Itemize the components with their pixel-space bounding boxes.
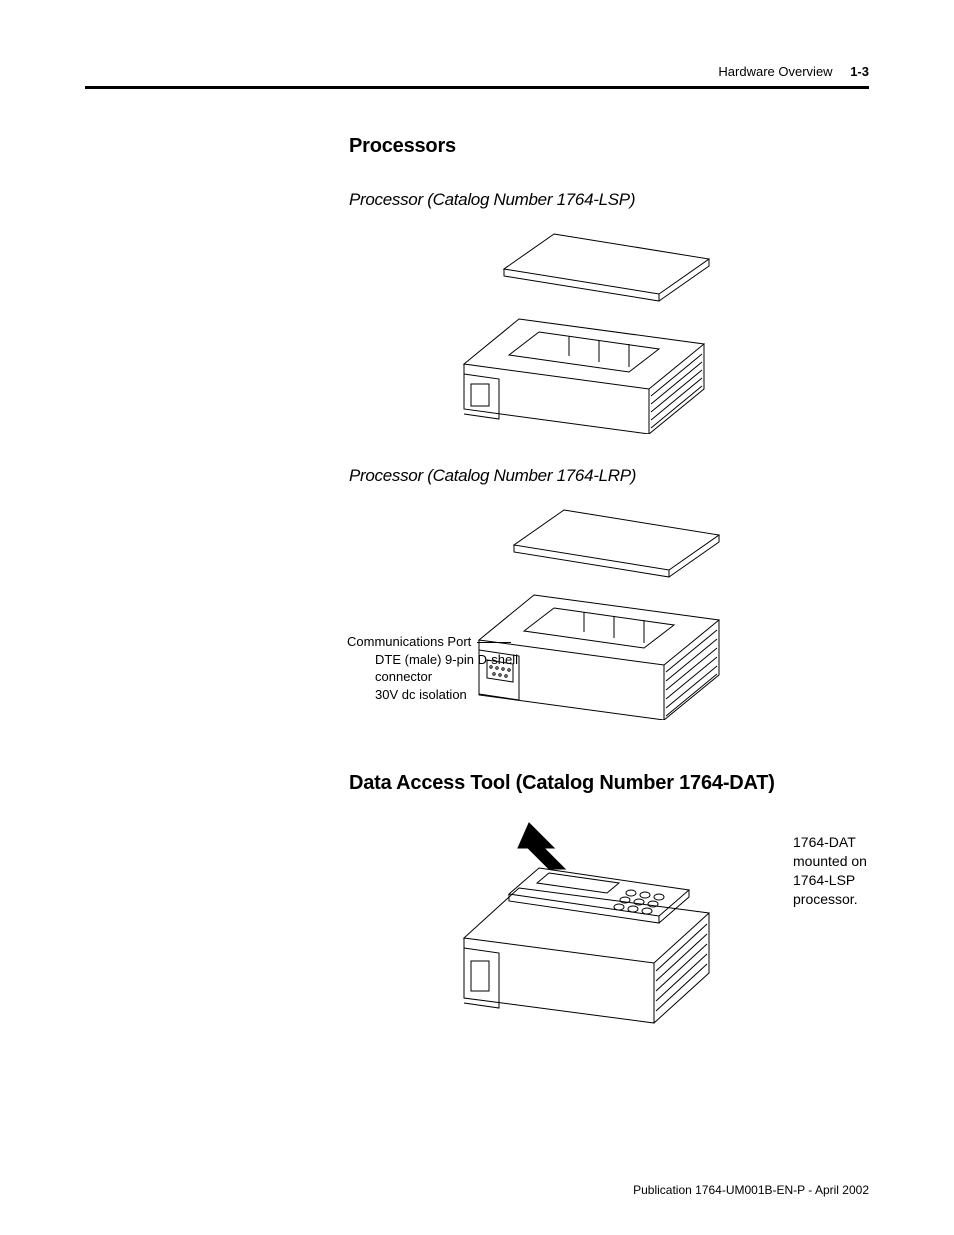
header-section: Hardware Overview	[718, 64, 832, 79]
processors-heading: Processors	[349, 135, 879, 158]
dat-side-caption: 1764-DAT mounted on 1764-LSP processor.	[793, 833, 893, 909]
footer-publication: Publication 1764-UM001B-EN-P - April 200…	[633, 1183, 869, 1197]
dat-cap-2: mounted on	[793, 853, 867, 869]
dat-cap-4: processor.	[793, 891, 858, 907]
annot-isolation: 30V dc isolation	[347, 686, 518, 704]
header-page-number: 1-3	[850, 64, 869, 79]
header-rule	[85, 86, 869, 89]
lrp-caption: Processor (Catalog Number 1764-LRP)	[349, 466, 879, 486]
annot-dte-2: connector	[347, 668, 518, 686]
lsp-diagram	[459, 224, 759, 434]
dat-cap-1: 1764-DAT	[793, 834, 856, 850]
lsp-caption: Processor (Catalog Number 1764-LSP)	[349, 190, 879, 210]
figure-1764-dat: 1764-DAT mounted on 1764-LSP processor.	[349, 813, 879, 1033]
comm-port-annotation: Communications Port DTE (male) 9-pin D-s…	[347, 633, 518, 703]
main-content: Processors Processor (Catalog Number 176…	[349, 135, 879, 1065]
figure-1764-lrp: Communications Port DTE (male) 9-pin D-s…	[349, 500, 879, 740]
annot-dte-1: DTE (male) 9-pin D-shell	[347, 651, 518, 669]
page-header: Hardware Overview 1-3	[718, 64, 869, 79]
figure-1764-lsp	[349, 224, 879, 434]
dat-cap-3: 1764-LSP	[793, 872, 855, 888]
annot-comm-port: Communications Port	[347, 633, 518, 651]
dat-heading: Data Access Tool (Catalog Number 1764-DA…	[349, 772, 879, 795]
dat-diagram	[459, 813, 759, 1033]
